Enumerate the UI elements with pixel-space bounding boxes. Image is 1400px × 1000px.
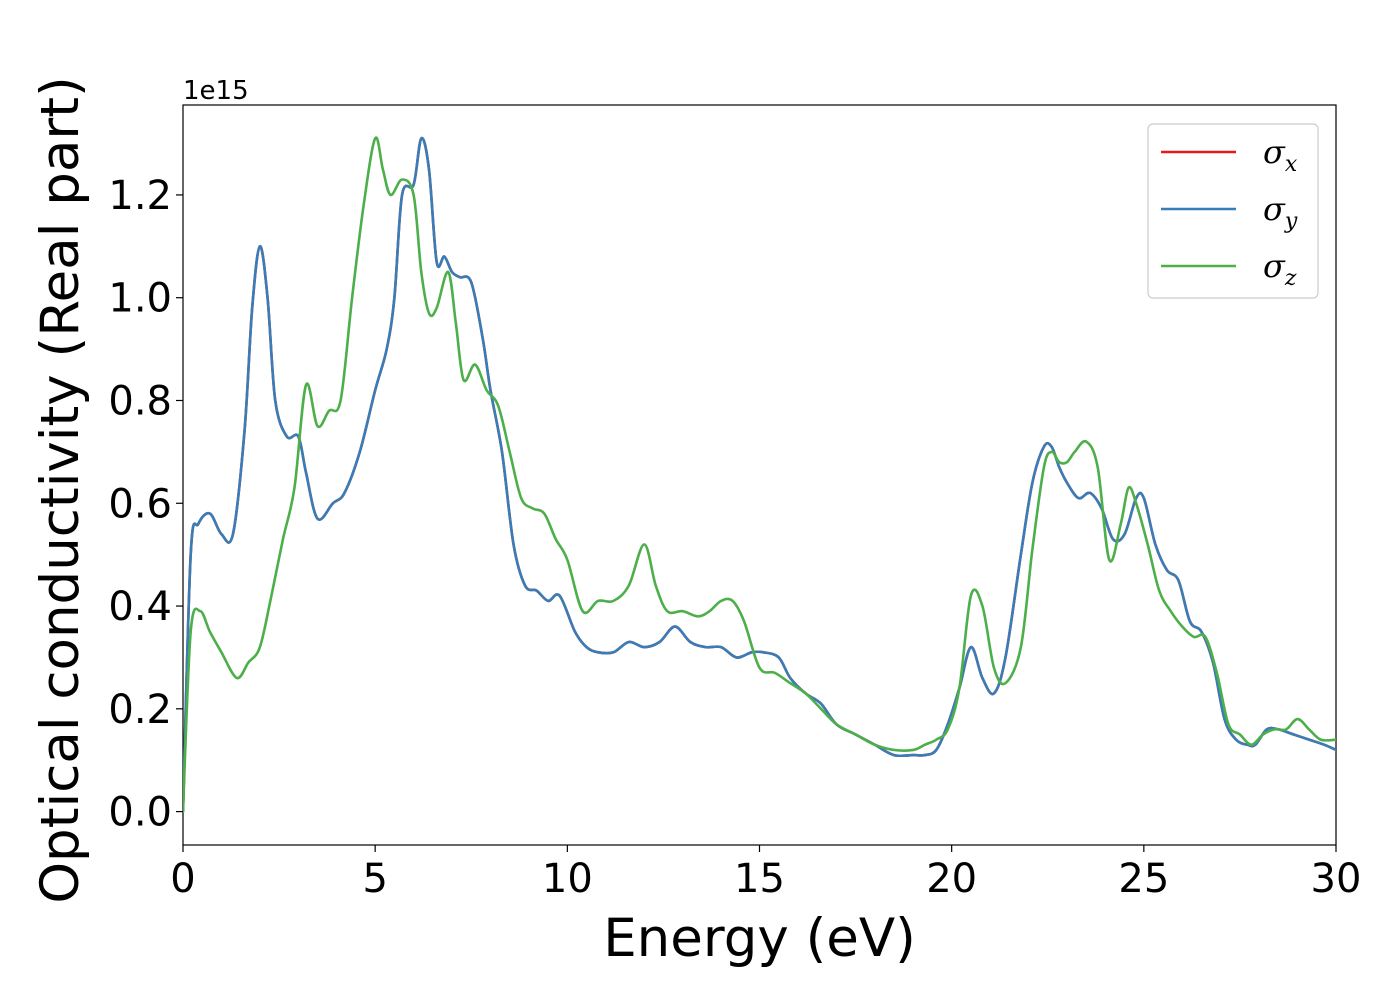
y-tick-label: 0.8 [108,378,172,424]
y-tick-label: 0.6 [108,481,172,527]
y-tick-label: 0.0 [108,790,172,836]
x-tick-label: 25 [1118,856,1169,902]
y-tick-label: 1.2 [108,173,172,219]
y-axis-title: Optical conductivity (Real part) [30,76,91,903]
y-tick-label: 0.4 [108,584,172,630]
x-tick-label: 5 [362,856,387,902]
x-tick-label: 10 [542,856,593,902]
series-line-sigma-z [183,136,1336,813]
plot-area [182,104,1337,846]
series-line-sigma-y [183,136,1336,813]
x-axis-title: Energy (eV) [603,908,916,969]
x-tick-label: 0 [170,856,195,902]
x-tick-label: 15 [734,856,785,902]
x-tick-label: 30 [1311,856,1362,902]
y-tick-label: 0.2 [108,687,172,733]
y-axis-offset-label: 1e15 [183,76,249,106]
y-axis-ticks: 0.0 0.2 0.4 0.6 0.8 1.0 1.2 [108,173,183,836]
series-layer [183,136,1336,813]
axes-frame [182,104,1337,846]
y-tick-label: 1.0 [108,276,172,322]
legend-box [1147,123,1319,299]
x-axis-ticks: 0 5 10 15 20 25 30 [170,845,1361,902]
x-tick-label: 20 [926,856,977,902]
